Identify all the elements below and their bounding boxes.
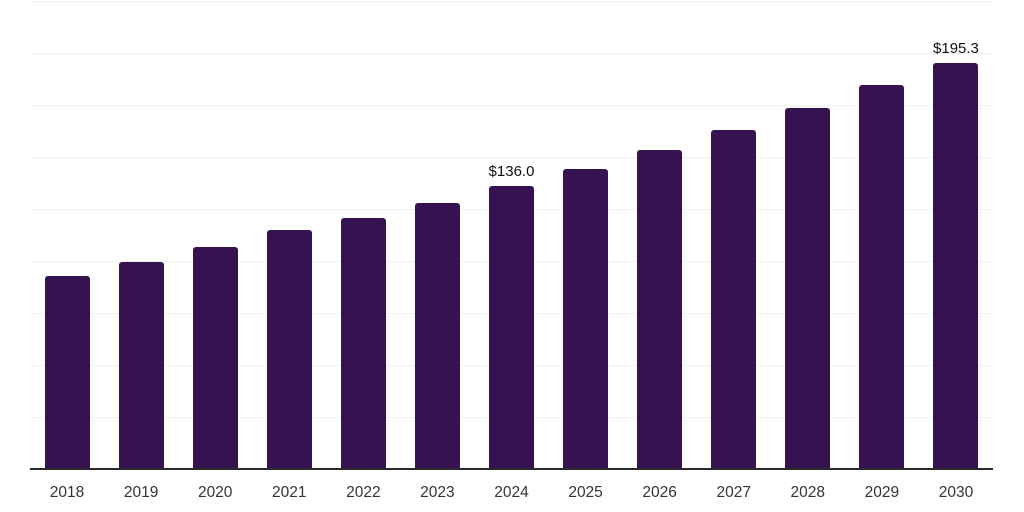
x-tick-label-2019: 2019 — [123, 484, 159, 501]
x-tick-label-2018: 2018 — [49, 484, 85, 501]
x-tick-label-2025: 2025 — [568, 484, 603, 501]
bar-2028 — [785, 107, 831, 469]
bar-2022 — [340, 217, 386, 469]
x-tick-label-2030: 2030 — [938, 484, 974, 501]
x-tick-label-2028: 2028 — [790, 484, 826, 501]
gridline — [30, 53, 993, 54]
x-tick-label-2022: 2022 — [346, 484, 381, 501]
x-axis-line — [30, 468, 993, 470]
bar-2027 — [711, 129, 757, 469]
x-tick-label-2021: 2021 — [272, 484, 307, 501]
bar-2030 — [933, 62, 979, 469]
x-tick-label-2029: 2029 — [864, 484, 900, 501]
bar-2019 — [118, 262, 164, 469]
bar-value-label-2030: $195.3 — [933, 39, 979, 57]
bar-2026 — [637, 149, 683, 469]
bar-2029 — [859, 85, 905, 469]
gridline — [30, 1, 993, 2]
x-tick-label-2023: 2023 — [420, 484, 455, 501]
x-tick-label-2024: 2024 — [494, 484, 529, 501]
x-tick-label-2020: 2020 — [197, 484, 233, 501]
gridline — [30, 157, 993, 158]
bar-2021 — [266, 230, 312, 469]
bar-2025 — [563, 169, 609, 469]
x-tick-label-2027: 2027 — [716, 484, 751, 501]
plot-area: $136.0 $195.3 — [30, 1, 993, 470]
gridline — [30, 105, 993, 106]
bar-2024 — [489, 186, 534, 469]
x-tick-label-2026: 2026 — [642, 484, 677, 501]
bar-value-label-2024: $136.0 — [488, 163, 535, 181]
bar-2023 — [414, 202, 460, 469]
bar-2020 — [192, 247, 238, 469]
bar-2018 — [44, 275, 90, 469]
